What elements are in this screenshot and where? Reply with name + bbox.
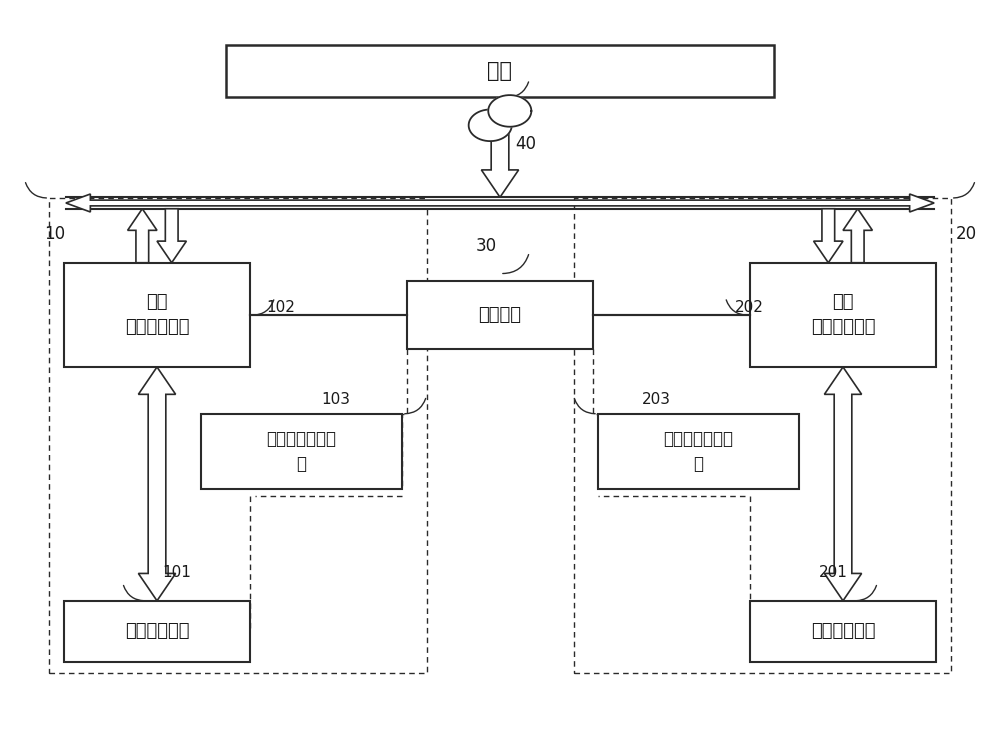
Bar <box>407 280 593 349</box>
Text: 103: 103 <box>322 392 351 407</box>
Polygon shape <box>469 109 512 141</box>
Text: 201: 201 <box>818 564 847 580</box>
Text: 203: 203 <box>642 392 671 407</box>
Text: 10: 10 <box>44 225 65 243</box>
Polygon shape <box>128 208 157 263</box>
Text: 20: 20 <box>956 225 977 243</box>
Polygon shape <box>488 95 531 127</box>
Text: 202: 202 <box>735 299 764 315</box>
Bar <box>49 198 426 672</box>
Bar <box>750 263 936 367</box>
Bar <box>598 414 799 490</box>
Polygon shape <box>481 98 519 197</box>
Bar <box>201 414 402 490</box>
Bar <box>64 263 250 367</box>
Bar <box>64 600 250 662</box>
Text: 第一
功率变换系统: 第一 功率变换系统 <box>125 294 189 336</box>
Text: 40: 40 <box>516 135 537 153</box>
Text: 第一电池系统: 第一电池系统 <box>125 622 189 640</box>
Text: 第二电池系统: 第二电池系统 <box>811 622 875 640</box>
Text: 第二电池管理系
统: 第二电池管理系 统 <box>663 430 733 473</box>
Text: 第二
功率变换系统: 第二 功率变换系统 <box>811 294 875 336</box>
Bar <box>574 198 951 672</box>
Polygon shape <box>824 367 862 600</box>
Text: 30: 30 <box>476 237 497 255</box>
Polygon shape <box>138 367 176 600</box>
Polygon shape <box>157 208 186 263</box>
Text: 第一电池管理系
统: 第一电池管理系 统 <box>267 430 337 473</box>
Polygon shape <box>814 208 843 263</box>
Text: 控制单元: 控制单元 <box>479 306 522 324</box>
Polygon shape <box>66 194 934 212</box>
Polygon shape <box>843 208 872 263</box>
Bar <box>226 46 774 98</box>
Text: 102: 102 <box>267 299 296 315</box>
Text: 101: 101 <box>162 564 191 580</box>
Bar <box>750 600 936 662</box>
Text: 电网: 电网 <box>488 62 512 81</box>
